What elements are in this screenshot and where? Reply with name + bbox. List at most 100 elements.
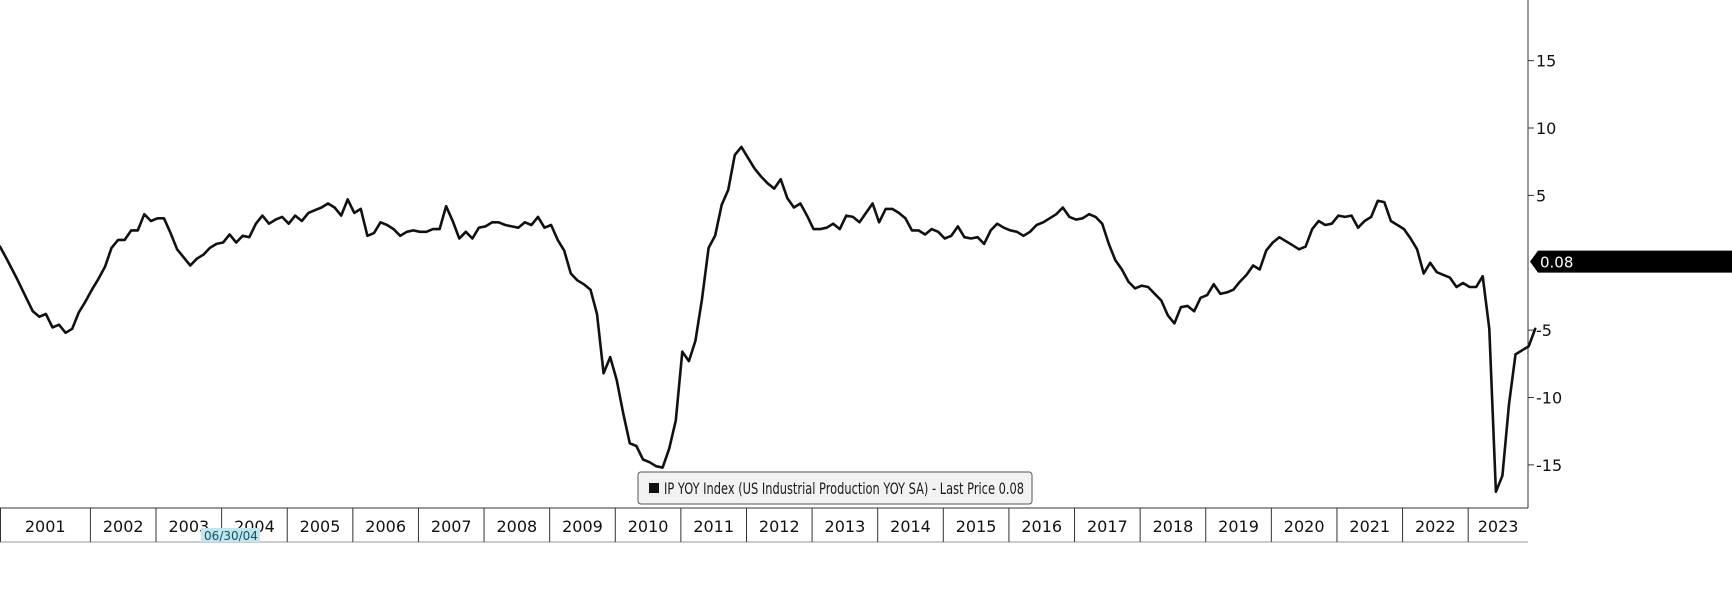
data-point	[497, 221, 500, 224]
data-point	[714, 235, 716, 237]
data-point	[904, 217, 907, 220]
data-point	[1331, 222, 1333, 225]
data-point	[451, 220, 454, 222]
data-point	[1462, 282, 1464, 284]
data-point	[989, 229, 992, 232]
data-point	[1075, 218, 1077, 221]
data-point	[1239, 280, 1241, 283]
data-point	[1370, 216, 1372, 218]
data-point	[891, 208, 894, 210]
data-point	[1101, 222, 1103, 225]
x-tick-label: 2005	[300, 517, 341, 536]
data-point	[1042, 221, 1044, 224]
data-point	[307, 212, 310, 214]
data-point	[675, 419, 677, 422]
data-point	[766, 182, 769, 185]
data-point	[386, 224, 388, 226]
data-point	[943, 237, 946, 240]
data-point	[1324, 224, 1327, 226]
last-price-flag	[1530, 250, 1732, 273]
data-point	[1009, 229, 1012, 232]
data-point	[1390, 220, 1392, 222]
data-point	[537, 216, 539, 218]
x-tick-label: 2001	[25, 517, 66, 536]
data-point	[97, 278, 100, 280]
data-point	[996, 222, 998, 225]
data-point	[419, 231, 421, 233]
y-tick-label: 5	[1536, 186, 1546, 205]
data-point	[615, 379, 618, 381]
data-point	[1127, 280, 1130, 283]
x-tick-label: 2011	[693, 517, 734, 536]
data-point	[333, 206, 336, 209]
data-point	[202, 253, 205, 256]
data-point	[1199, 297, 1202, 299]
data-point	[563, 249, 565, 252]
data-point	[924, 233, 926, 236]
data-point	[1219, 293, 1222, 295]
data-point	[1272, 241, 1274, 244]
data-point	[1147, 286, 1149, 288]
data-point	[1003, 226, 1005, 229]
data-point	[123, 239, 126, 241]
data-point	[963, 236, 966, 238]
data-point	[661, 466, 664, 469]
data-point	[825, 226, 828, 229]
data-point	[241, 235, 244, 237]
data-point	[596, 313, 598, 315]
x-tick-label: 2018	[1153, 517, 1194, 536]
x-tick-label: 2009	[562, 517, 603, 536]
data-point	[852, 216, 854, 218]
data-point	[261, 214, 264, 217]
data-point	[110, 247, 113, 249]
data-point	[294, 214, 297, 217]
data-point	[583, 283, 585, 286]
data-point	[1304, 245, 1307, 248]
y-axis: 15 10 5 -5 -10 -15	[1527, 0, 1562, 508]
data-point	[1442, 274, 1445, 276]
data-point	[760, 175, 762, 178]
data-point	[1429, 262, 1431, 264]
data-point	[301, 220, 303, 222]
data-point	[1258, 268, 1261, 271]
data-point	[412, 229, 415, 232]
data-point	[911, 229, 913, 232]
data-point	[1455, 286, 1458, 288]
data-point	[1521, 349, 1523, 352]
x-tick-label: 2008	[497, 517, 538, 536]
data-point	[930, 228, 933, 230]
data-point	[169, 232, 172, 234]
data-point	[1265, 249, 1267, 252]
data-point	[1422, 272, 1425, 275]
data-point	[25, 297, 28, 299]
date-cursor-highlight	[201, 528, 260, 542]
data-point	[156, 217, 159, 220]
x-tick-label: 2014	[890, 517, 931, 536]
data-point	[819, 228, 821, 230]
data-point	[524, 221, 526, 224]
data-point	[1377, 200, 1379, 202]
x-tick-label: 2016	[1021, 517, 1062, 536]
data-point	[1108, 243, 1110, 245]
data-point	[1048, 217, 1051, 220]
data-point	[215, 243, 218, 245]
data-point	[753, 167, 756, 170]
date-cursor: 06/30/04	[201, 528, 260, 543]
data-point	[1094, 216, 1097, 218]
data-point	[274, 218, 277, 221]
series-layer	[0, 145, 1537, 494]
data-point	[1252, 264, 1254, 267]
data-point	[196, 257, 198, 260]
data-point	[182, 256, 185, 259]
data-point	[45, 313, 47, 315]
data-point	[530, 224, 533, 226]
x-tick-label: 2010	[628, 517, 669, 536]
data-point	[248, 236, 251, 238]
data-point	[1186, 305, 1189, 307]
data-point	[1180, 306, 1182, 309]
x-tick-label: 2021	[1349, 517, 1390, 536]
data-point	[937, 231, 939, 233]
data-point	[176, 248, 178, 251]
data-point	[1291, 244, 1294, 246]
